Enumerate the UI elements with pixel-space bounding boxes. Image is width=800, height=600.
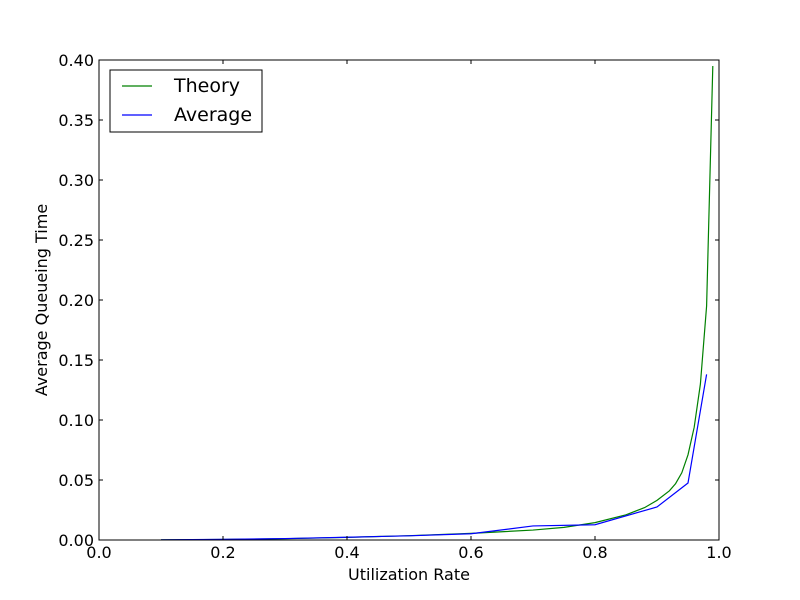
y-tick-label: 0.30 [58, 171, 94, 190]
y-tick-label: 0.35 [58, 111, 94, 130]
x-tick-label: 0.6 [458, 543, 483, 562]
x-axis-ticks: 0.0 0.2 0.4 0.6 0.8 1.0 [86, 60, 732, 562]
y-tick-label: 0.10 [58, 411, 94, 430]
y-tick-label: 0.20 [58, 291, 94, 310]
y-tick-label: 0.05 [58, 471, 94, 490]
series-layer [160, 65, 714, 541]
y-tick-label: 0.15 [58, 351, 94, 370]
y-axis-label: Average Queueing Time [32, 204, 51, 396]
x-tick-label: 1.0 [706, 543, 731, 562]
x-tick-label: 0.4 [334, 543, 359, 562]
legend: Theory Average [109, 69, 263, 133]
legend-label-average: Average [174, 104, 252, 126]
x-tick-label: 0.0 [86, 543, 111, 562]
x-tick-label: 0.8 [582, 543, 607, 562]
x-tick-label: 0.2 [210, 543, 235, 562]
y-tick-label: 0.00 [58, 531, 94, 550]
legend-label-theory: Theory [173, 75, 240, 97]
x-axis-label: Utilization Rate [348, 565, 470, 584]
legend-box [109, 69, 263, 133]
y-axis-ticks: 0.00 0.05 0.10 0.15 0.20 0.25 0.30 0.35 0.40 [58, 51, 719, 550]
y-tick-label: 0.25 [58, 231, 94, 250]
series-line-average [160, 374, 708, 541]
y-tick-label: 0.40 [58, 51, 94, 70]
